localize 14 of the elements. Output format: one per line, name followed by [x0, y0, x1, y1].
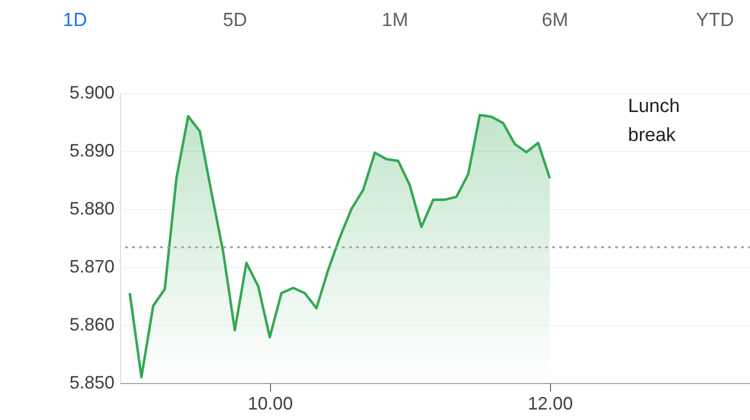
x-tick-label: 12.00 [528, 394, 573, 414]
x-tick-label: 10.00 [248, 394, 293, 414]
text: 1M [382, 10, 408, 31]
text: 5D [222, 10, 248, 31]
y-tick-label: 5.850 [69, 372, 114, 392]
annotation: Lunch break [628, 96, 680, 146]
text: YTD [696, 10, 734, 31]
text: 1D [62, 10, 88, 31]
y-tick-label: 5.900 [69, 82, 114, 102]
y-tick-label: 5.870 [69, 256, 114, 276]
y-tick-label: 5.890 [69, 140, 114, 160]
y-tick-label: 5.880 [69, 198, 114, 218]
text: 6M [542, 10, 568, 31]
y-tick-label: 5.860 [69, 314, 114, 334]
